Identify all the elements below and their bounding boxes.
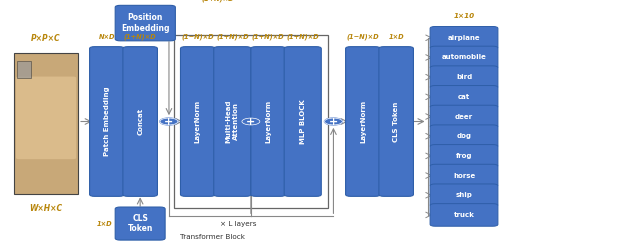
Circle shape <box>242 118 260 125</box>
Text: N×D: N×D <box>99 34 115 40</box>
FancyBboxPatch shape <box>16 77 76 159</box>
Text: deer: deer <box>455 113 473 120</box>
Text: automobile: automobile <box>442 54 486 61</box>
Text: truck: truck <box>454 212 474 218</box>
Text: dog: dog <box>456 133 472 139</box>
Circle shape <box>160 118 178 125</box>
FancyBboxPatch shape <box>430 164 498 187</box>
Text: P×P×C: P×P×C <box>31 34 61 43</box>
Text: W×H×C: W×H×C <box>29 204 63 214</box>
FancyBboxPatch shape <box>430 125 498 148</box>
FancyBboxPatch shape <box>430 66 498 88</box>
Text: (1+N)×D: (1+N)×D <box>124 34 156 40</box>
Text: Transformer Block: Transformer Block <box>180 234 246 241</box>
Text: Multi-Head
Attention: Multi-Head Attention <box>226 100 239 143</box>
FancyBboxPatch shape <box>251 47 285 196</box>
Text: frog: frog <box>456 153 472 159</box>
FancyBboxPatch shape <box>115 5 175 41</box>
FancyBboxPatch shape <box>379 47 413 196</box>
Text: horse: horse <box>453 173 475 179</box>
FancyBboxPatch shape <box>430 145 498 167</box>
FancyBboxPatch shape <box>214 47 251 196</box>
Text: (1+N)×D: (1+N)×D <box>287 34 319 40</box>
FancyBboxPatch shape <box>284 47 321 196</box>
Text: (1+N)×D: (1+N)×D <box>202 0 234 2</box>
Text: cat: cat <box>458 94 470 100</box>
FancyBboxPatch shape <box>115 207 165 240</box>
Text: × L layers: × L layers <box>220 221 257 227</box>
Text: bird: bird <box>456 74 472 80</box>
Text: Patch Embedding: Patch Embedding <box>104 87 110 156</box>
Text: LayerNorm: LayerNorm <box>360 100 366 143</box>
Text: +: + <box>246 116 255 127</box>
FancyBboxPatch shape <box>430 184 498 207</box>
Text: (1−N)×D: (1−N)×D <box>347 34 379 40</box>
Text: Concat: Concat <box>137 108 143 135</box>
Text: 1×D: 1×D <box>388 34 404 40</box>
FancyBboxPatch shape <box>90 47 124 196</box>
Text: CLS Token: CLS Token <box>393 101 399 142</box>
Text: +: + <box>164 116 173 127</box>
FancyBboxPatch shape <box>430 204 498 226</box>
Text: (1+N)×D: (1+N)×D <box>252 34 284 40</box>
Text: +: + <box>329 116 338 127</box>
Circle shape <box>324 118 342 125</box>
Text: 1×10: 1×10 <box>453 13 475 19</box>
FancyBboxPatch shape <box>17 61 31 78</box>
Text: CLS
Token: CLS Token <box>127 214 153 233</box>
FancyBboxPatch shape <box>430 26 498 49</box>
Text: MLP BLOCK: MLP BLOCK <box>300 99 306 144</box>
FancyBboxPatch shape <box>346 47 380 196</box>
FancyBboxPatch shape <box>14 53 78 194</box>
Text: (1+N)×D: (1+N)×D <box>216 34 248 40</box>
FancyBboxPatch shape <box>430 46 498 69</box>
Text: ship: ship <box>456 192 472 198</box>
FancyBboxPatch shape <box>430 86 498 108</box>
FancyBboxPatch shape <box>430 105 498 128</box>
Text: 1×D: 1×D <box>97 221 113 226</box>
Text: (1−N)×D: (1−N)×D <box>182 34 214 40</box>
Text: airplane: airplane <box>448 35 480 41</box>
Text: Position
Embedding: Position Embedding <box>121 13 170 33</box>
FancyBboxPatch shape <box>123 47 157 196</box>
Text: LayerNorm: LayerNorm <box>195 100 201 143</box>
FancyBboxPatch shape <box>180 47 215 196</box>
Text: LayerNorm: LayerNorm <box>265 100 271 143</box>
